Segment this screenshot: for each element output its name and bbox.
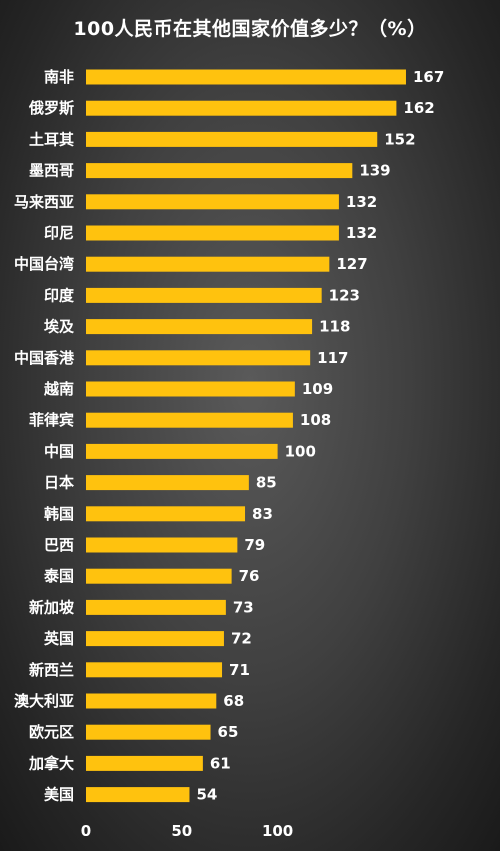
- value-label-17: 73: [233, 598, 254, 616]
- category-label-1: 俄罗斯: [28, 99, 74, 117]
- bar-18: [86, 631, 224, 647]
- value-label-23: 54: [196, 786, 217, 804]
- category-label-0: 南非: [44, 68, 74, 86]
- category-label-15: 巴西: [44, 536, 74, 554]
- value-label-0: 167: [413, 68, 444, 86]
- bar-0: [86, 69, 406, 85]
- bar-1: [86, 100, 397, 116]
- bar-17: [86, 599, 226, 615]
- bar-12: [86, 443, 278, 459]
- bar-20: [86, 693, 217, 709]
- x-tick-label-0: 0: [81, 822, 91, 840]
- bar-16: [86, 568, 232, 584]
- bar-11: [86, 412, 293, 428]
- value-label-14: 83: [252, 505, 273, 523]
- bars-group: [86, 69, 406, 803]
- bar-19: [86, 662, 223, 678]
- value-label-10: 109: [302, 380, 333, 398]
- category-label-14: 韩国: [44, 505, 74, 523]
- category-label-18: 英国: [44, 630, 74, 648]
- value-labels-group: 167 162 152 139 132 132 127 123 118 117 109 108 100 8…: [196, 68, 444, 804]
- bar-10: [86, 381, 295, 397]
- bar-6: [86, 256, 330, 272]
- value-label-1: 162: [403, 99, 434, 117]
- category-label-5: 印尼: [44, 224, 74, 242]
- value-label-16: 76: [239, 567, 260, 585]
- bar-21: [86, 724, 211, 740]
- value-label-15: 79: [244, 536, 265, 554]
- value-label-22: 61: [210, 754, 231, 772]
- category-label-16: 泰国: [43, 567, 74, 585]
- value-label-12: 100: [285, 442, 316, 460]
- x-axis-ticks-group: 0 50 100: [81, 822, 293, 840]
- bar-3: [86, 163, 353, 179]
- chart-title: 100人民币在其他国家价值多少？（%）: [73, 18, 427, 40]
- value-label-4: 132: [346, 193, 377, 211]
- value-label-6: 127: [336, 255, 367, 273]
- category-label-2: 土耳其: [29, 130, 74, 148]
- value-label-20: 68: [223, 692, 244, 710]
- category-label-21: 欧元区: [29, 723, 74, 741]
- category-label-10: 越南: [43, 380, 74, 398]
- value-label-9: 117: [317, 349, 348, 367]
- category-labels-group: 南非俄罗斯土耳其墨西哥马来西亚印尼中国台湾印度埃及中国香港越南菲律宾中国日本韩国…: [14, 68, 75, 804]
- value-label-19: 71: [229, 661, 250, 679]
- category-label-23: 美国: [44, 786, 74, 804]
- value-label-3: 139: [359, 162, 390, 180]
- category-label-7: 印度: [44, 286, 75, 304]
- bar-2: [86, 131, 378, 147]
- value-label-11: 108: [300, 411, 331, 429]
- bar-13: [86, 475, 249, 491]
- value-label-18: 72: [231, 630, 252, 648]
- value-label-7: 123: [329, 286, 360, 304]
- category-label-12: 中国: [44, 442, 74, 460]
- bar-14: [86, 506, 246, 522]
- bar-23: [86, 787, 190, 803]
- category-label-11: 菲律宾: [29, 411, 74, 429]
- value-label-13: 85: [256, 474, 277, 492]
- value-label-5: 132: [346, 224, 377, 242]
- category-label-8: 埃及: [44, 318, 75, 336]
- value-label-8: 118: [319, 318, 350, 336]
- category-label-4: 马来西亚: [14, 193, 74, 211]
- bar-5: [86, 225, 339, 241]
- category-label-19: 新西兰: [29, 661, 74, 679]
- category-label-20: 澳大利亚: [14, 692, 74, 710]
- category-label-3: 墨西哥: [29, 162, 74, 180]
- bar-4: [86, 194, 339, 210]
- category-label-17: 新加坡: [29, 598, 74, 616]
- bar-8: [86, 319, 313, 335]
- category-label-13: 日本: [44, 474, 74, 492]
- bar-7: [86, 287, 322, 303]
- bar-15: [86, 537, 238, 553]
- category-label-9: 中国香港: [14, 349, 75, 367]
- x-tick-label-2: 100: [262, 822, 293, 840]
- value-label-21: 65: [218, 723, 239, 741]
- category-label-6: 中国台湾: [14, 255, 74, 273]
- x-tick-label-1: 50: [171, 822, 192, 840]
- bar-22: [86, 755, 203, 771]
- category-label-22: 加拿大: [28, 754, 74, 772]
- value-label-2: 152: [384, 130, 415, 148]
- bar-9: [86, 350, 311, 366]
